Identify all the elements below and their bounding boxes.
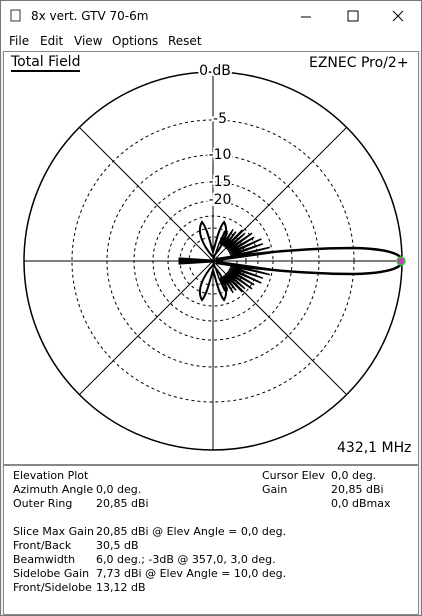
- ring: [106, 154, 320, 368]
- ring-label: -5: [213, 111, 227, 127]
- program-name: EZNEC Pro/2+: [309, 55, 409, 71]
- sidelobes: [211, 228, 271, 262]
- close-button[interactable]: [392, 10, 404, 22]
- info-value: 20,85 dBi: [331, 483, 384, 496]
- info-label: Slice Max Gain: [13, 525, 94, 538]
- title-icons: [10, 9, 404, 22]
- info-value: 0,0 deg.: [331, 469, 377, 482]
- cursor-marker[interactable]: [396, 256, 406, 266]
- frequency: 432,1 MHz: [337, 440, 412, 456]
- info-value: 13,12 dB: [96, 581, 146, 594]
- ring: [167, 215, 259, 307]
- info-label: Cursor Elev: [262, 469, 325, 482]
- info-label: Front/Sidelobe: [13, 581, 92, 594]
- ring-label: -20: [209, 192, 232, 208]
- info-label: Outer Ring: [13, 497, 73, 510]
- info-label: Gain: [262, 483, 288, 496]
- window-title: 8x vert. GTV 70-6m: [31, 9, 149, 23]
- info-label: Azimuth Angle: [13, 483, 94, 496]
- info-value: 0,0 deg.: [96, 483, 142, 496]
- maximize-button[interactable]: [347, 10, 359, 22]
- info-panel: Elevation Plot Azimuth Angle 0,0 deg. Outer…: [3, 465, 419, 615]
- polar-plot: 0 dB -5 -10 -15 -20: [23, 61, 406, 451]
- plot-area: 0 dB -5 -10 -15 -20 Total Field EZNEC Pro/2+ 4…: [3, 51, 419, 465]
- info-value: 7,73 dBi @ Elev Angle = 10,0 deg.: [96, 567, 287, 580]
- info-value: 6,0 deg.; -3dB @ 357,0, 3,0 deg.: [96, 553, 276, 566]
- plot-type: Elevation Plot: [13, 469, 89, 482]
- ring-label: -15: [209, 174, 232, 190]
- menu-item[interactable]: Options: [112, 34, 159, 48]
- title-bar: 8x vert. GTV 70-6m: [1, 1, 421, 31]
- upper-lobe: [198, 220, 228, 259]
- menu-item[interactable]: View: [74, 34, 103, 48]
- info-value: 20,85 dBi @ Elev Angle = 0,0 deg.: [96, 525, 287, 538]
- plot-title: Total Field: [11, 54, 81, 72]
- ring: [133, 181, 293, 341]
- menu-item[interactable]: File: [9, 34, 30, 48]
- lower-lobe: [198, 263, 228, 302]
- info-label: Front/Back: [13, 539, 72, 552]
- back-lobe: [178, 257, 214, 265]
- info-label: Sidelobe Gain: [13, 567, 90, 580]
- menu-item[interactable]: Reset: [168, 34, 202, 48]
- ring: [71, 119, 355, 403]
- info-value: 30,5 dB: [96, 539, 139, 552]
- ring-label: -10: [209, 147, 232, 163]
- sidelobes: [211, 260, 271, 294]
- info-value: 20,85 dBi: [96, 497, 149, 510]
- menu-item[interactable]: Edit: [40, 34, 64, 48]
- info-label: Beamwidth: [13, 553, 76, 566]
- ring-label: 0 dB: [199, 63, 231, 79]
- app-icon: [10, 9, 21, 22]
- menu-bar: File Edit View Options Reset: [1, 31, 421, 51]
- info-value: 0,0 dBmax: [331, 497, 391, 510]
- ring: [152, 200, 274, 322]
